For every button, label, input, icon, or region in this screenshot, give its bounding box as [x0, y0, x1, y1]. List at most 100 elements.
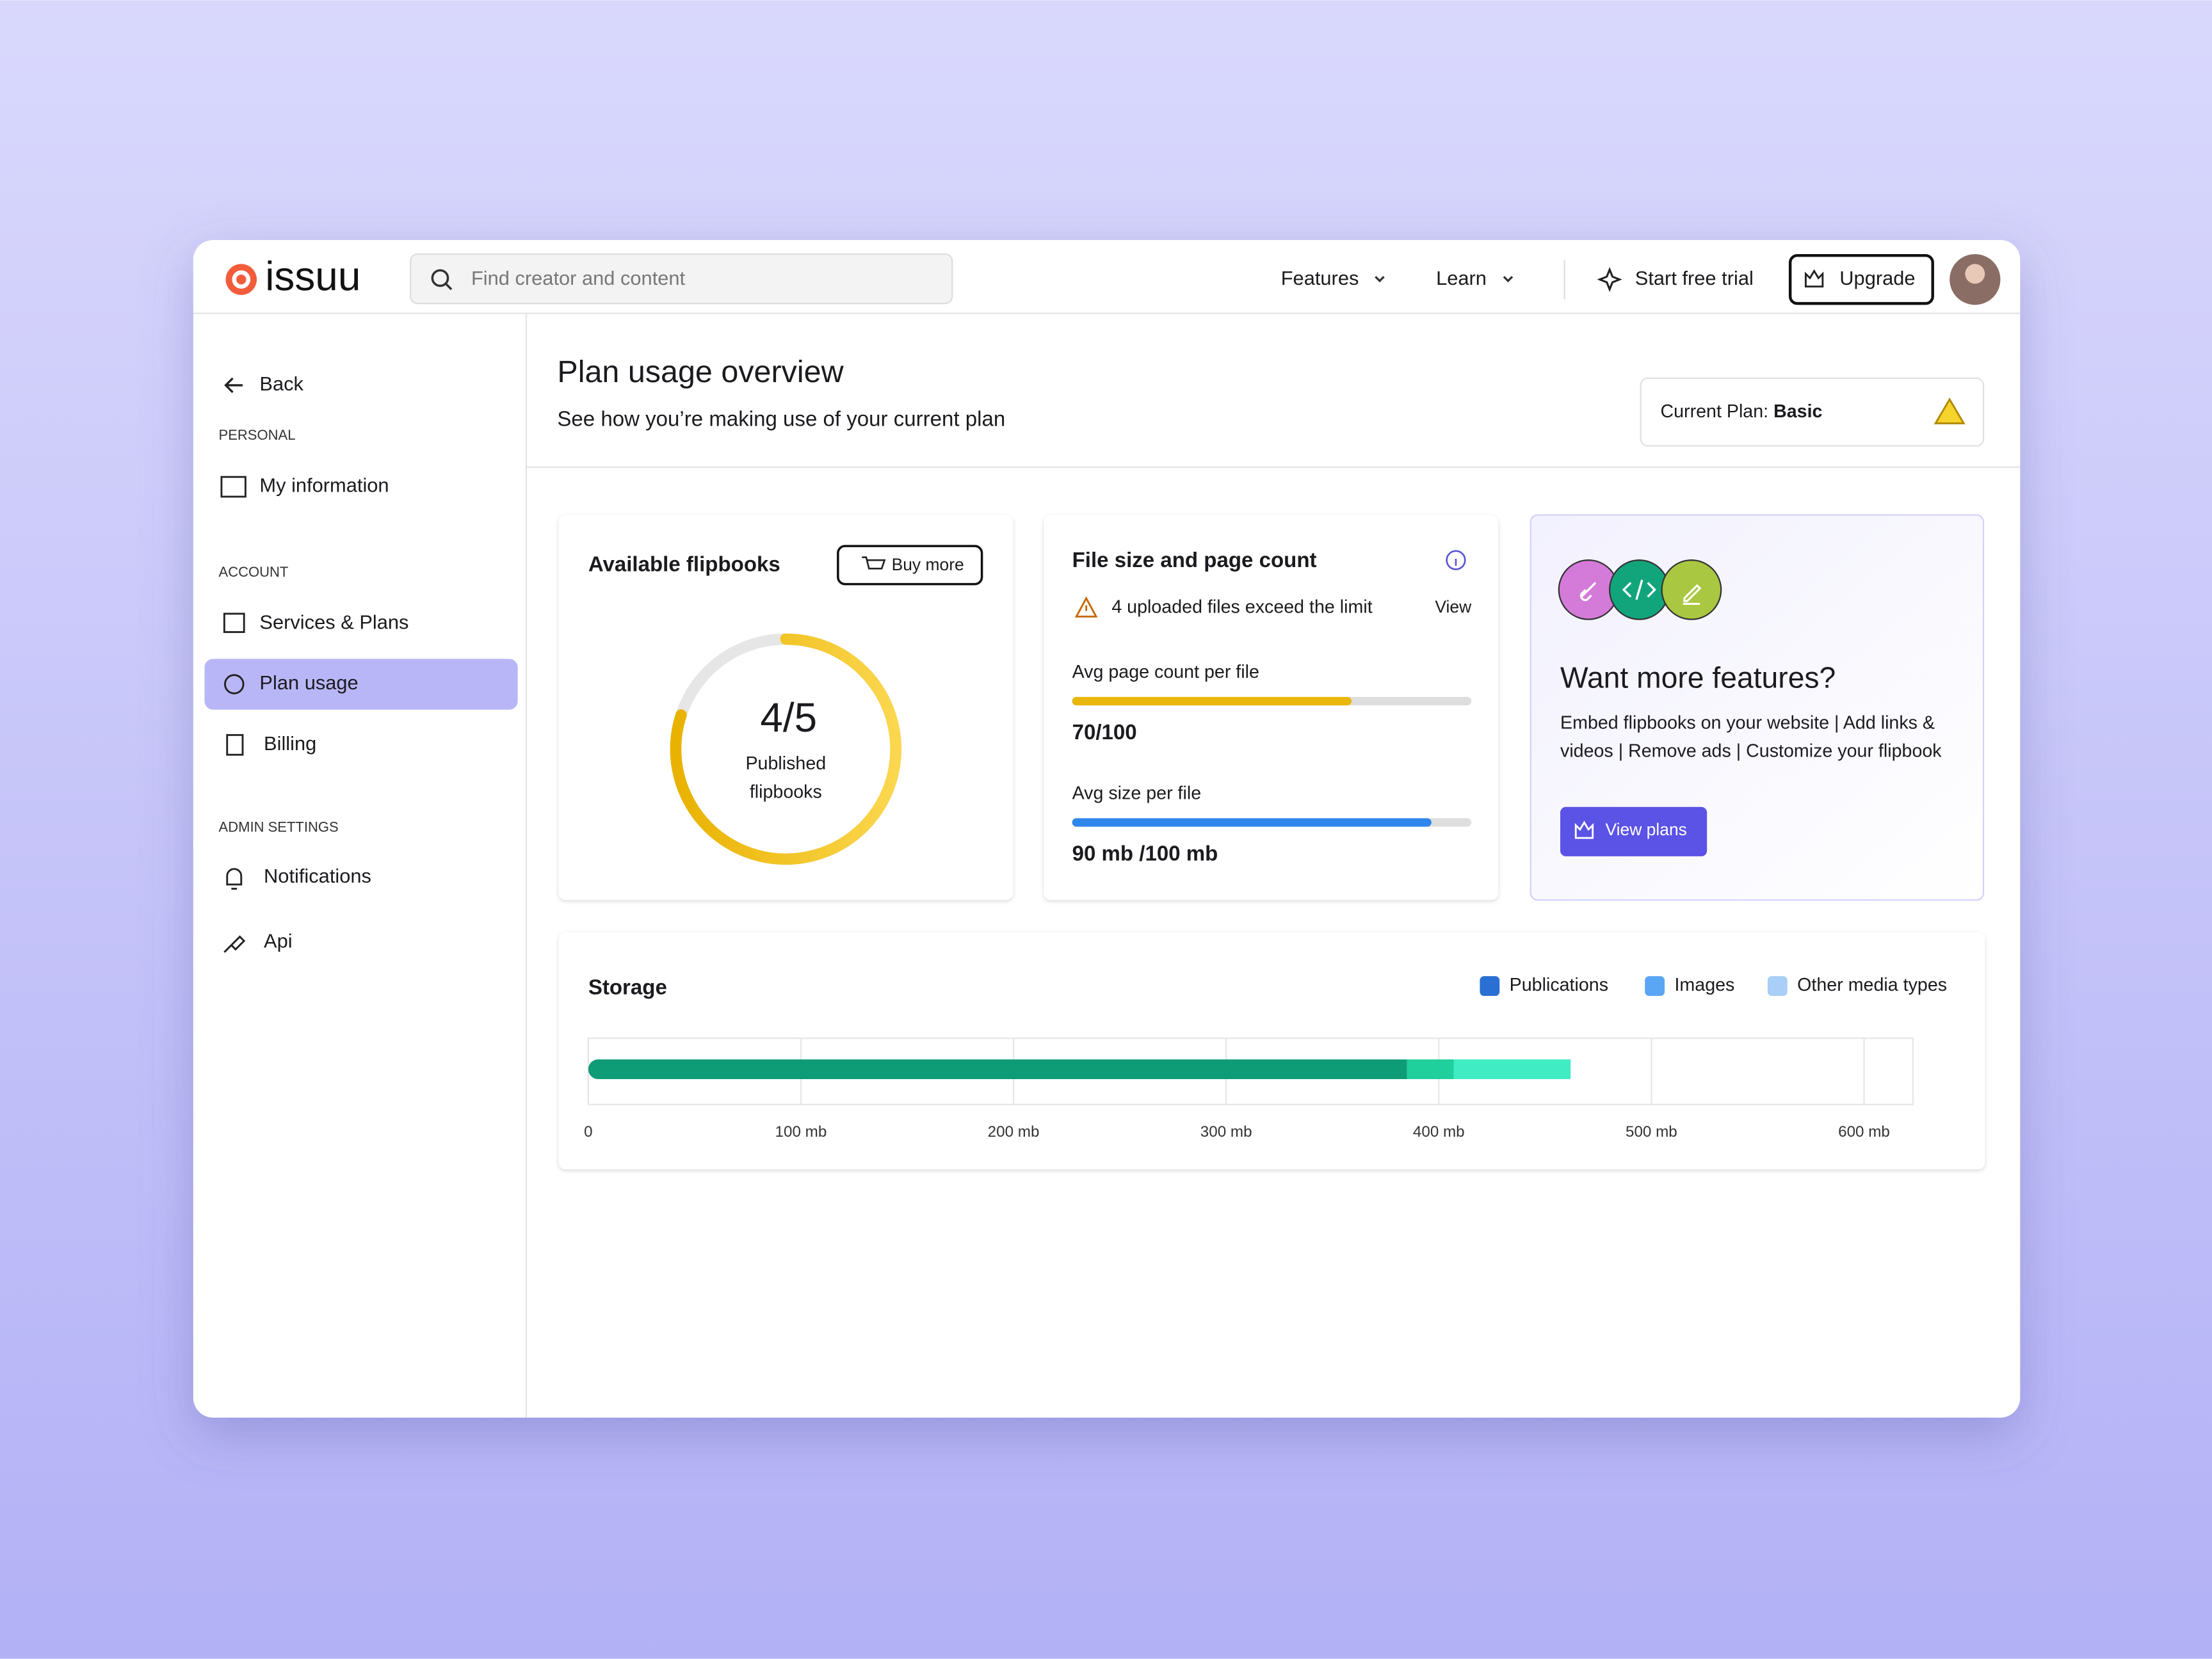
- back-link[interactable]: Back: [259, 373, 303, 395]
- donut-caption: Published: [745, 753, 826, 774]
- plug-icon: [223, 935, 246, 953]
- nav-item[interactable]: Notifications: [264, 865, 371, 887]
- page-title: Plan usage overview: [557, 355, 844, 389]
- x-tick-label: 0: [584, 1123, 592, 1141]
- legend-swatch: [1480, 976, 1500, 997]
- view-plans-button[interactable]: [1560, 806, 1707, 856]
- bar-segment: [588, 1059, 1407, 1080]
- card: [558, 932, 1985, 1170]
- metric-value: 90 mb /100 mb: [1072, 842, 1218, 865]
- pen-icon: [1683, 584, 1702, 605]
- donut-arc: [670, 633, 902, 865]
- flipbooks-card: Available flipbooks Buy more 4/5 Publish…: [558, 515, 1013, 901]
- nav-item-active[interactable]: Plan usage: [259, 671, 358, 694]
- promo-text: Embed flipbooks on your website | Add li…: [1560, 712, 1935, 733]
- bar-stack: [588, 1059, 1571, 1080]
- bell-icon: [226, 868, 243, 890]
- bar-segment: [1407, 1059, 1454, 1080]
- progress-fill: [1072, 696, 1352, 706]
- card: [558, 515, 1013, 901]
- sparkle-icon: [1597, 267, 1622, 293]
- card: [1044, 515, 1499, 901]
- view-plans-label: View plans: [1606, 820, 1687, 839]
- metric-value: 70/100: [1072, 721, 1137, 744]
- x-tick-label: 100 mb: [775, 1123, 827, 1141]
- x-tick-label: 300 mb: [1200, 1123, 1252, 1141]
- file-size-card: File size and page count 4 uploaded file…: [1044, 515, 1499, 901]
- bar-segment: [1453, 1059, 1571, 1080]
- nav-item[interactable]: My information: [259, 474, 389, 497]
- plan-icon: [1933, 397, 1966, 424]
- buy-more-label: Buy more: [892, 555, 964, 574]
- upgrade-button[interactable]: [1788, 253, 1934, 305]
- chevron: [1375, 276, 1385, 283]
- start-trial[interactable]: Start free trial: [1635, 267, 1754, 289]
- doc-icon: [226, 733, 244, 756]
- search-icon: [431, 269, 449, 287]
- metric-label: Avg page count per file: [1072, 662, 1259, 682]
- nav-item[interactable]: Services & Plans: [259, 611, 408, 633]
- crown-icon: [1804, 269, 1824, 288]
- donut-caption: flipbooks: [750, 781, 822, 802]
- code-icon: [1622, 579, 1656, 600]
- page-header: Plan usage overview See how you’re makin…: [526, 355, 2021, 468]
- promo-card: Want more features? Embed flipbooks on y…: [1530, 514, 1985, 901]
- promo-title: Want more features?: [1560, 661, 1836, 694]
- upgrade-label: Upgrade: [1839, 267, 1915, 289]
- x-tick-label: 500 mb: [1626, 1123, 1677, 1141]
- link-icon: [1579, 582, 1597, 602]
- x-tick-label: 400 mb: [1413, 1123, 1465, 1141]
- avatar-face: [1965, 264, 1985, 284]
- legend-swatch: [1645, 976, 1665, 997]
- edit-badge: [1661, 559, 1722, 620]
- logo-mark: [225, 264, 257, 295]
- search-placeholder: Find creator and content: [471, 267, 686, 289]
- crown-icon: [1574, 821, 1594, 839]
- search-icon: [445, 283, 453, 291]
- id-icon: [220, 476, 246, 498]
- nav-item[interactable]: Api: [264, 929, 293, 952]
- info-icon[interactable]: [1446, 550, 1466, 570]
- legend-label: Publications: [1510, 975, 1608, 995]
- page-subtitle: See how you’re making use of your curren…: [557, 408, 1005, 431]
- nav-item[interactable]: Billing: [264, 732, 316, 755]
- warning-icon: [1074, 596, 1098, 618]
- metric-label: Avg size per file: [1072, 783, 1202, 803]
- legend-label: Images: [1674, 975, 1734, 995]
- storage-card: Storage 0 100 mb 200 mb 300 mb 400 mb 500 mb 6…: [558, 932, 1985, 1170]
- store-icon: [223, 613, 245, 633]
- chart-icon: [224, 674, 245, 694]
- legend-swatch: [1767, 976, 1788, 997]
- nav-menu[interactable]: Features: [1281, 267, 1359, 289]
- section-heading: PERSONAL: [219, 427, 296, 443]
- active-item-bg: [204, 659, 518, 710]
- promo-text: videos | Remove ads | Customize your fli…: [1560, 741, 1942, 761]
- logo-mark-inner: [232, 270, 251, 289]
- buy-more-button[interactable]: [837, 545, 983, 586]
- plan-name: Basic: [1773, 401, 1822, 421]
- warning-text: 4 uploaded files exceed the limit: [1111, 597, 1372, 618]
- section-heading: ACCOUNT: [219, 564, 289, 580]
- view-link[interactable]: View: [1435, 597, 1472, 616]
- progress-fill: [1072, 818, 1432, 827]
- legend-label: Other media types: [1797, 975, 1947, 995]
- cart-icon: [862, 556, 886, 570]
- x-tick-label: 600 mb: [1838, 1123, 1890, 1141]
- chart-title: Storage: [588, 976, 667, 1000]
- search-box[interactable]: [410, 253, 953, 305]
- section-heading: ADMIN SETTINGS: [219, 819, 339, 835]
- logo[interactable]: issuu: [265, 253, 360, 300]
- chevron: [1503, 276, 1514, 283]
- plan-box: [1640, 377, 1985, 447]
- plan-badge: Current Plan: Basic: [1660, 401, 1822, 421]
- top-nav: issuu Find creator and content Features …: [193, 253, 2021, 314]
- card-title: Available flipbooks: [588, 553, 780, 577]
- x-tick-label: 200 mb: [988, 1123, 1040, 1141]
- back-icon: [224, 377, 243, 394]
- plan-label: Current Plan:: [1660, 401, 1768, 421]
- card-title: File size and page count: [1072, 549, 1317, 572]
- sidebar: Back PERSONAL My information ACCOUNT Ser…: [204, 313, 527, 1418]
- donut-value: 4/5: [760, 694, 817, 741]
- nav-menu[interactable]: Learn: [1436, 267, 1487, 289]
